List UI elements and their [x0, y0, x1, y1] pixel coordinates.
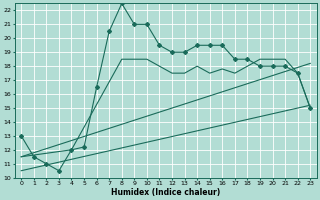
X-axis label: Humidex (Indice chaleur): Humidex (Indice chaleur)	[111, 188, 220, 197]
